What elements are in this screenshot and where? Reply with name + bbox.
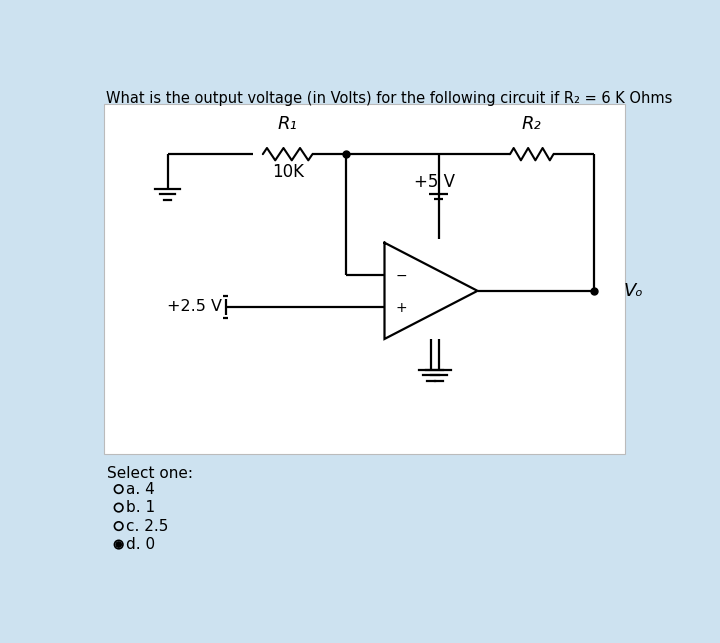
Text: R₁: R₁ [278, 114, 297, 132]
Text: a. 4: a. 4 [127, 482, 156, 496]
Text: R₂: R₂ [522, 114, 541, 132]
FancyBboxPatch shape [104, 104, 625, 455]
Text: +2.5 V: +2.5 V [167, 300, 222, 314]
Circle shape [116, 542, 122, 547]
Text: b. 1: b. 1 [127, 500, 156, 515]
Text: d. 0: d. 0 [127, 537, 156, 552]
Text: +: + [395, 302, 407, 316]
Text: c. 2.5: c. 2.5 [127, 518, 168, 534]
Text: 10K: 10K [271, 163, 304, 181]
Text: Select one:: Select one: [107, 466, 193, 481]
Text: What is the output voltage (in Volts) for the following circuit if R₂ = 6 K Ohms: What is the output voltage (in Volts) fo… [106, 91, 672, 106]
Text: −: − [395, 269, 407, 284]
Text: Vₒ: Vₒ [624, 282, 643, 300]
Text: +5 V: +5 V [415, 174, 455, 192]
